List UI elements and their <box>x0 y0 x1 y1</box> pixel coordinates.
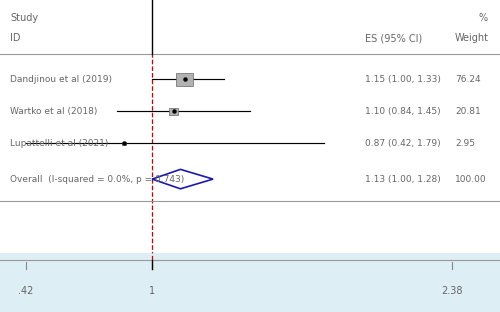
Text: 1.10 (0.84, 1.45): 1.10 (0.84, 1.45) <box>365 107 440 116</box>
Text: .42: .42 <box>18 286 34 296</box>
Polygon shape <box>152 169 213 189</box>
Text: 1: 1 <box>149 286 155 296</box>
Text: Overall  (I-squared = 0.0%, p = 0.743): Overall (I-squared = 0.0%, p = 0.743) <box>10 175 184 183</box>
Text: Wartko et al (2018): Wartko et al (2018) <box>10 107 98 116</box>
Text: %: % <box>478 13 488 23</box>
Text: 1.13 (1.00, 1.28): 1.13 (1.00, 1.28) <box>365 175 441 183</box>
Text: 0.87 (0.42, 1.79): 0.87 (0.42, 1.79) <box>365 139 440 148</box>
Bar <box>170 108 178 115</box>
Text: 2.38: 2.38 <box>442 286 463 296</box>
Text: 1.15 (1.00, 1.33): 1.15 (1.00, 1.33) <box>365 75 441 84</box>
Text: Study: Study <box>10 13 38 23</box>
Text: ES (95% CI): ES (95% CI) <box>365 33 422 43</box>
Text: Dandjinou et al (2019): Dandjinou et al (2019) <box>10 75 112 84</box>
Bar <box>122 142 126 144</box>
Text: 20.81: 20.81 <box>455 107 481 116</box>
Text: 100.00: 100.00 <box>455 175 486 183</box>
Bar <box>176 73 194 86</box>
Text: Lupattelli et al (2021): Lupattelli et al (2021) <box>10 139 108 148</box>
Text: 76.24: 76.24 <box>455 75 480 84</box>
Text: ID: ID <box>10 33 20 43</box>
Text: 2.95: 2.95 <box>455 139 475 148</box>
Text: Weight: Weight <box>455 33 489 43</box>
